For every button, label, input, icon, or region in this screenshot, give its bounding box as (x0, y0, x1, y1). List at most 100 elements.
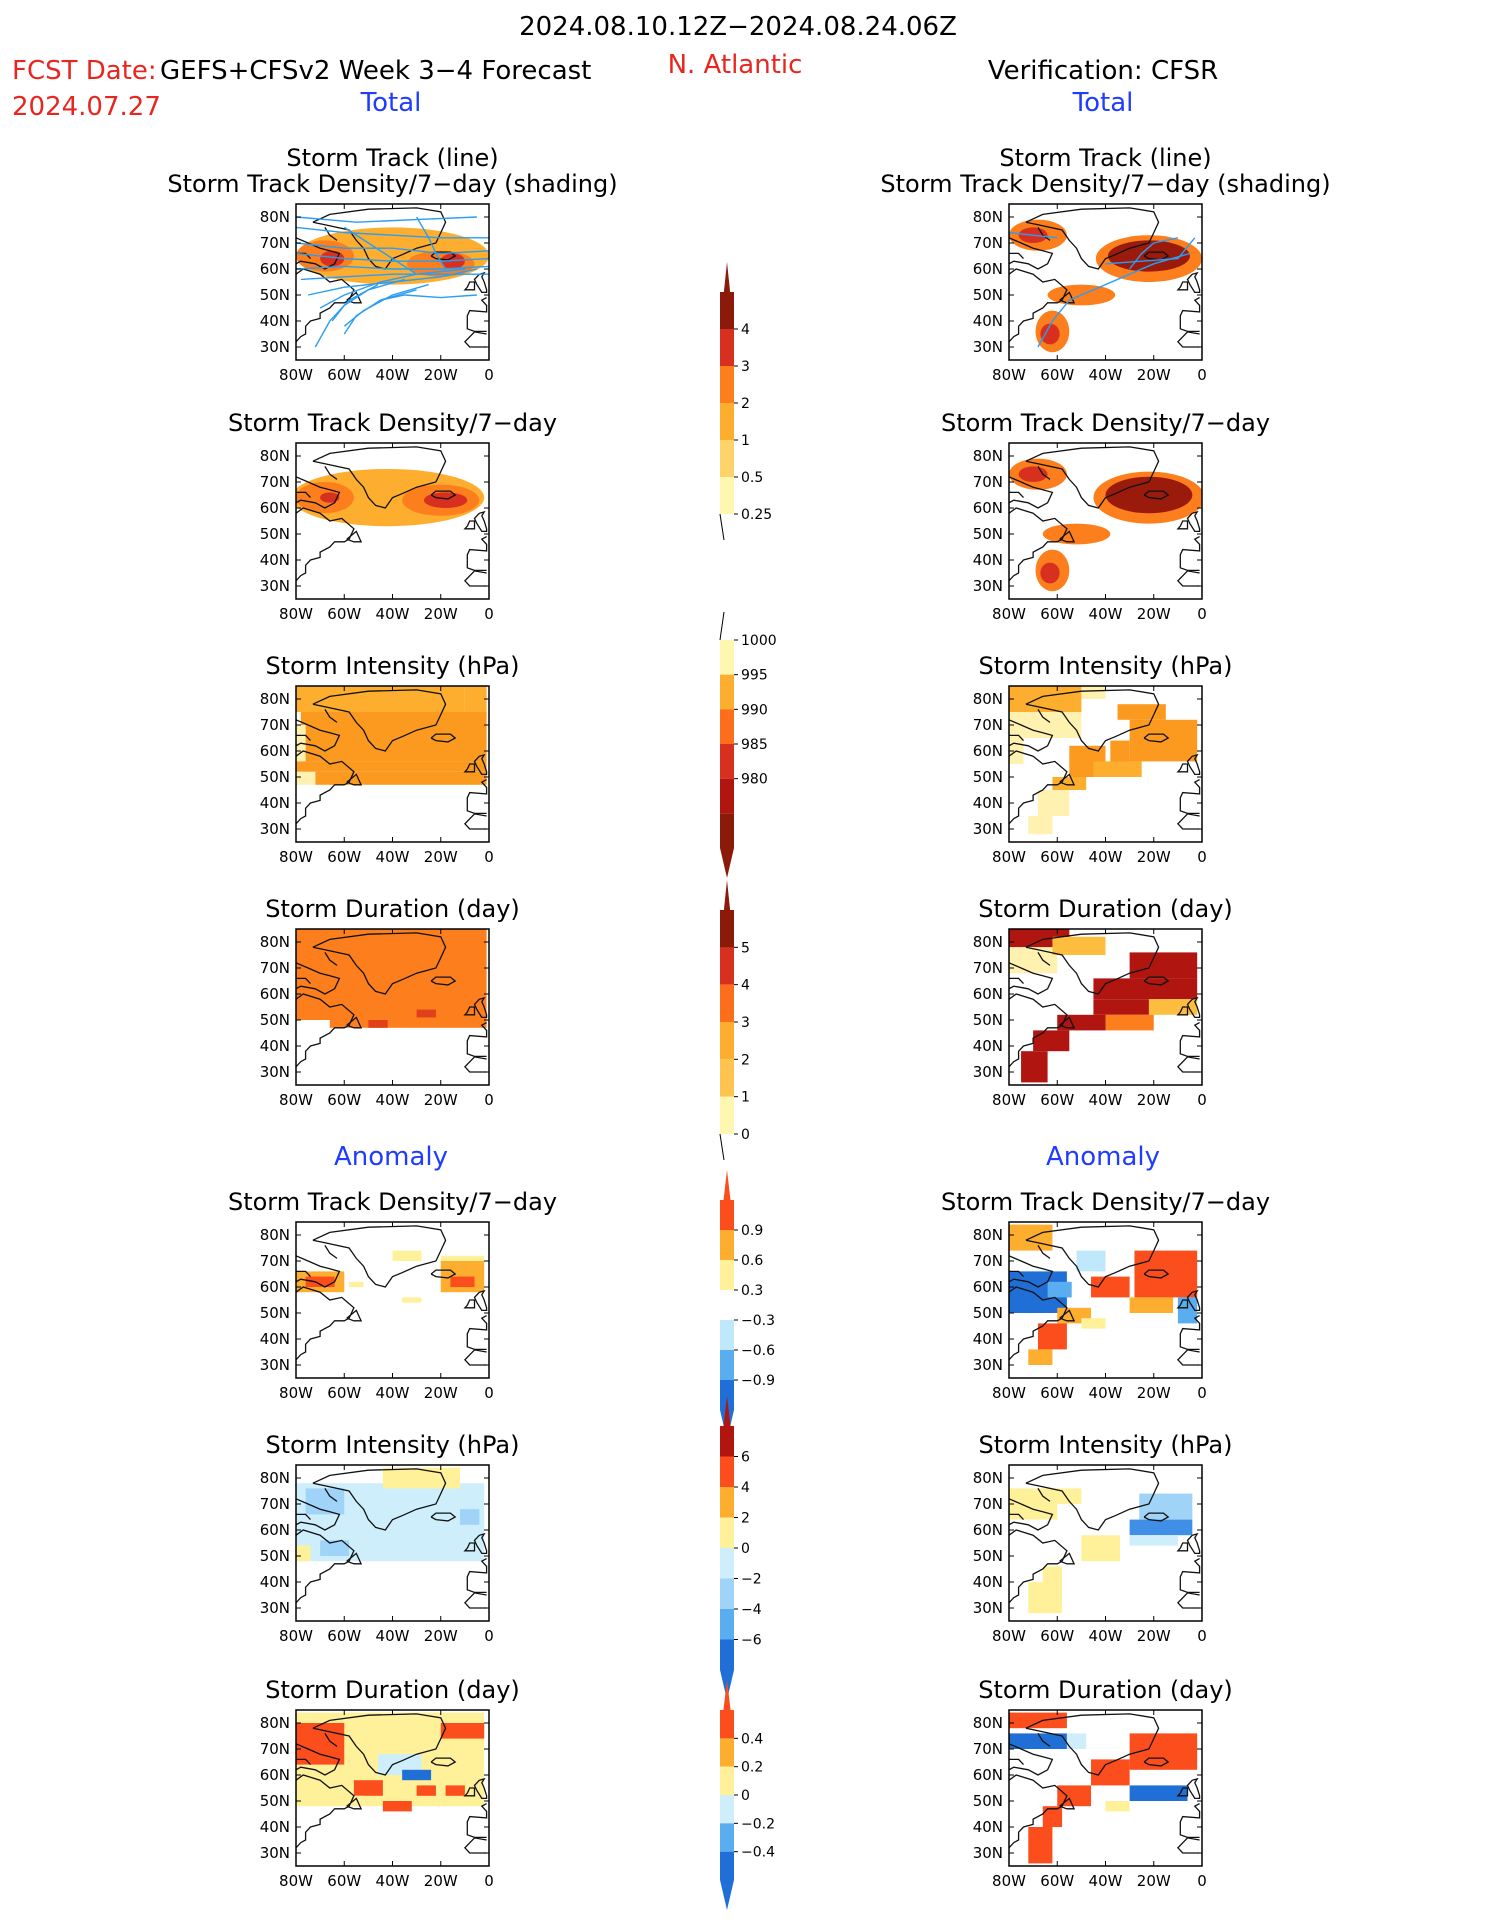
colorbar-intensity: 1000 995 990 985 980 (719, 611, 777, 878)
coastline (1009, 1774, 1068, 1849)
colorbar-swatch (720, 1517, 734, 1548)
coastline (296, 962, 341, 995)
coastline (1176, 1299, 1189, 1309)
x-tick-label: 20W (424, 1627, 458, 1645)
coastline (1009, 1255, 1054, 1288)
coastline (324, 1488, 338, 1502)
y-tick-label: 70N (260, 1252, 290, 1270)
coastline (1179, 779, 1201, 815)
coastline (464, 813, 487, 830)
y-tick-label: 80N (973, 933, 1003, 951)
coastline (464, 331, 487, 348)
x-tick-label: 80W (992, 1384, 1026, 1402)
storm-track-line (314, 283, 379, 348)
colorbar-swatch (720, 1639, 734, 1670)
grid-cell (296, 1545, 311, 1562)
x-tick-label: 0 (1197, 848, 1207, 866)
coastline (296, 977, 311, 985)
storm-track-line (300, 273, 489, 281)
storm-track-line (319, 268, 465, 309)
x-tick-label: 60W (1040, 1384, 1074, 1402)
y-tick-label: 70N (973, 1495, 1003, 1513)
x-tick-label: 60W (327, 605, 361, 623)
x-tick-label: 40W (1089, 366, 1123, 384)
x-tick-label: 0 (1197, 1091, 1207, 1109)
coastline (473, 1777, 488, 1800)
y-tick-label: 60N (260, 499, 290, 517)
x-tick-label: 60W (1040, 366, 1074, 384)
coastline (1176, 763, 1189, 773)
panel-body (296, 207, 489, 348)
y-tick-label: 30N (973, 1599, 1003, 1617)
storm-track-line (1009, 231, 1058, 239)
coastline (312, 689, 447, 752)
coastline (1009, 734, 1024, 742)
panel-body (296, 1712, 488, 1854)
y-tick-label: 40N (973, 551, 1003, 569)
y-tick-label: 30N (973, 1356, 1003, 1374)
grid-cell (1105, 1014, 1154, 1031)
coastline (1176, 1542, 1189, 1552)
colorbar-label: 0.4 (741, 1731, 763, 1747)
grid-cell (1009, 1712, 1067, 1729)
colorbar-swatch (720, 1320, 734, 1350)
colorbar-swatch (720, 1230, 734, 1260)
coastline (296, 1498, 341, 1531)
coastline (1143, 1269, 1170, 1279)
panel-forecast-total-intensity: Storm Intensity (hPa) 80N 70N 60N 50N 40N 30N 8… (260, 652, 520, 866)
panel-cfsr-anomaly-intensity: Storm Intensity (hPa) 80N 70N 60N 50N 40N 30N 8… (973, 1431, 1233, 1645)
grid-cell (1037, 790, 1070, 816)
grid-cell (368, 1020, 388, 1028)
coastline (1037, 227, 1051, 241)
coastline (1176, 1006, 1189, 1016)
coastline (296, 1513, 311, 1521)
colorbar-anom-intensity: 6 4 2 0 −2 −4 −6 (720, 1396, 762, 1700)
y-tick-label: 80N (260, 1226, 290, 1244)
storm-track-line (296, 226, 489, 239)
panel-title: Storm Track Density/7−day (228, 1188, 557, 1216)
coastline (296, 491, 311, 499)
coastline (296, 750, 355, 825)
panel-cfsr-total-density: Storm Track Density/7−day 80N 70N 60N 50N 40N… (941, 409, 1270, 623)
y-tick-label: 40N (973, 1330, 1003, 1348)
colorbar-label: 1 (741, 1090, 750, 1106)
coastline (1059, 530, 1076, 543)
coastline (1025, 1225, 1160, 1288)
coastline (1009, 476, 1054, 509)
storm-track-line (1037, 252, 1191, 348)
colorbar-swatch (720, 366, 734, 403)
y-tick-label: 50N (973, 1547, 1003, 1565)
x-tick-label: 0 (484, 1384, 494, 1402)
coastline (1009, 252, 1024, 260)
colorbar-label: −2 (741, 1572, 762, 1588)
grid-cell (1134, 1250, 1198, 1298)
panel-cfsr-anomaly-density: Storm Track Density/7−day 80N 70N 60N 50N 40N… (941, 1188, 1270, 1402)
density-blob (320, 492, 340, 503)
panel-title: Storm Intensity (hPa) (979, 652, 1233, 680)
grid-cell (1093, 978, 1198, 1000)
grid-cell (1091, 1759, 1130, 1786)
colorbar-arrow (720, 1880, 734, 1910)
coastline (430, 733, 457, 743)
y-tick-label: 70N (973, 1740, 1003, 1758)
coastline (296, 719, 341, 752)
coastline (312, 207, 447, 270)
y-tick-label: 50N (260, 286, 290, 304)
colorbar-swatch (720, 1578, 734, 1609)
colorbar-swatch (720, 1738, 734, 1767)
coastline (296, 993, 355, 1068)
y-tick-label: 40N (260, 1037, 290, 1055)
coastline (466, 1022, 488, 1058)
grid-cell (1093, 999, 1149, 1015)
x-tick-label: 0 (1197, 366, 1207, 384)
y-tick-label: 50N (973, 525, 1003, 543)
x-tick-label: 20W (424, 605, 458, 623)
colorbar-label: 990 (741, 702, 768, 718)
y-tick-label: 50N (260, 525, 290, 543)
grid-cell (392, 1250, 422, 1261)
grid-cell (1177, 1297, 1198, 1324)
grid-cell (1028, 1349, 1053, 1365)
x-tick-label: 80W (992, 366, 1026, 384)
storm-track-line (296, 265, 489, 270)
x-tick-label: 80W (279, 1384, 313, 1402)
